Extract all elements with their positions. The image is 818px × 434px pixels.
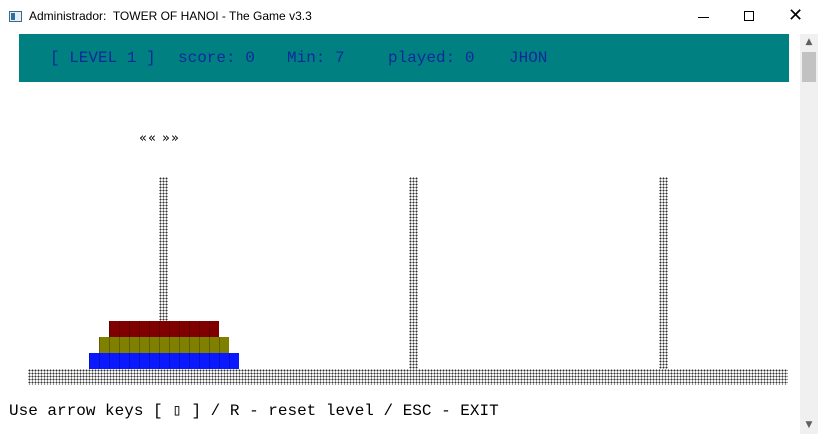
minimize-button[interactable] (680, 0, 726, 34)
maximize-icon (744, 11, 754, 21)
tower-rod-1[interactable] (159, 177, 168, 369)
level-indicator: [ LEVEL 1 ] (50, 49, 156, 67)
window-title: Administrador: TOWER OF HANOI - The Game… (29, 9, 312, 23)
tower-rod-2[interactable] (409, 177, 418, 369)
disk-size-2 (99, 337, 229, 353)
close-button[interactable]: ✕ (772, 0, 818, 34)
status-banner: [ LEVEL 1 ] score: 0 Min: 7 played: 0 JH… (19, 34, 789, 82)
console-app-icon[interactable] (9, 11, 22, 22)
close-icon: ✕ (788, 5, 804, 26)
game-console[interactable]: [ LEVEL 1 ] score: 0 Min: 7 played: 0 JH… (0, 34, 800, 434)
maximize-button[interactable] (726, 0, 772, 34)
played-count-display: played: 0 (388, 49, 475, 67)
tower-rod-3[interactable] (659, 177, 668, 369)
disk-size-1 (109, 321, 219, 337)
score-display: score: 0 (178, 49, 255, 67)
disk-size-3 (89, 353, 239, 369)
minimize-icon (698, 17, 709, 18)
title-bar: Administrador: TOWER OF HANOI - The Game… (0, 0, 818, 34)
help-text: Use arrow keys [ ▯ ] / R - reset level /… (9, 402, 499, 420)
scroll-down-icon[interactable]: ▼ (805, 420, 813, 430)
scroll-up-icon[interactable]: ▲ (805, 37, 813, 47)
min-moves-display: Min: 7 (287, 49, 345, 67)
player-name: JHON (509, 49, 548, 67)
scrollbar-thumb[interactable] (802, 52, 816, 82)
tower-base (28, 369, 788, 385)
selection-cursor: «« »» (139, 131, 180, 146)
vertical-scrollbar[interactable]: ▲ ▼ (800, 34, 818, 434)
